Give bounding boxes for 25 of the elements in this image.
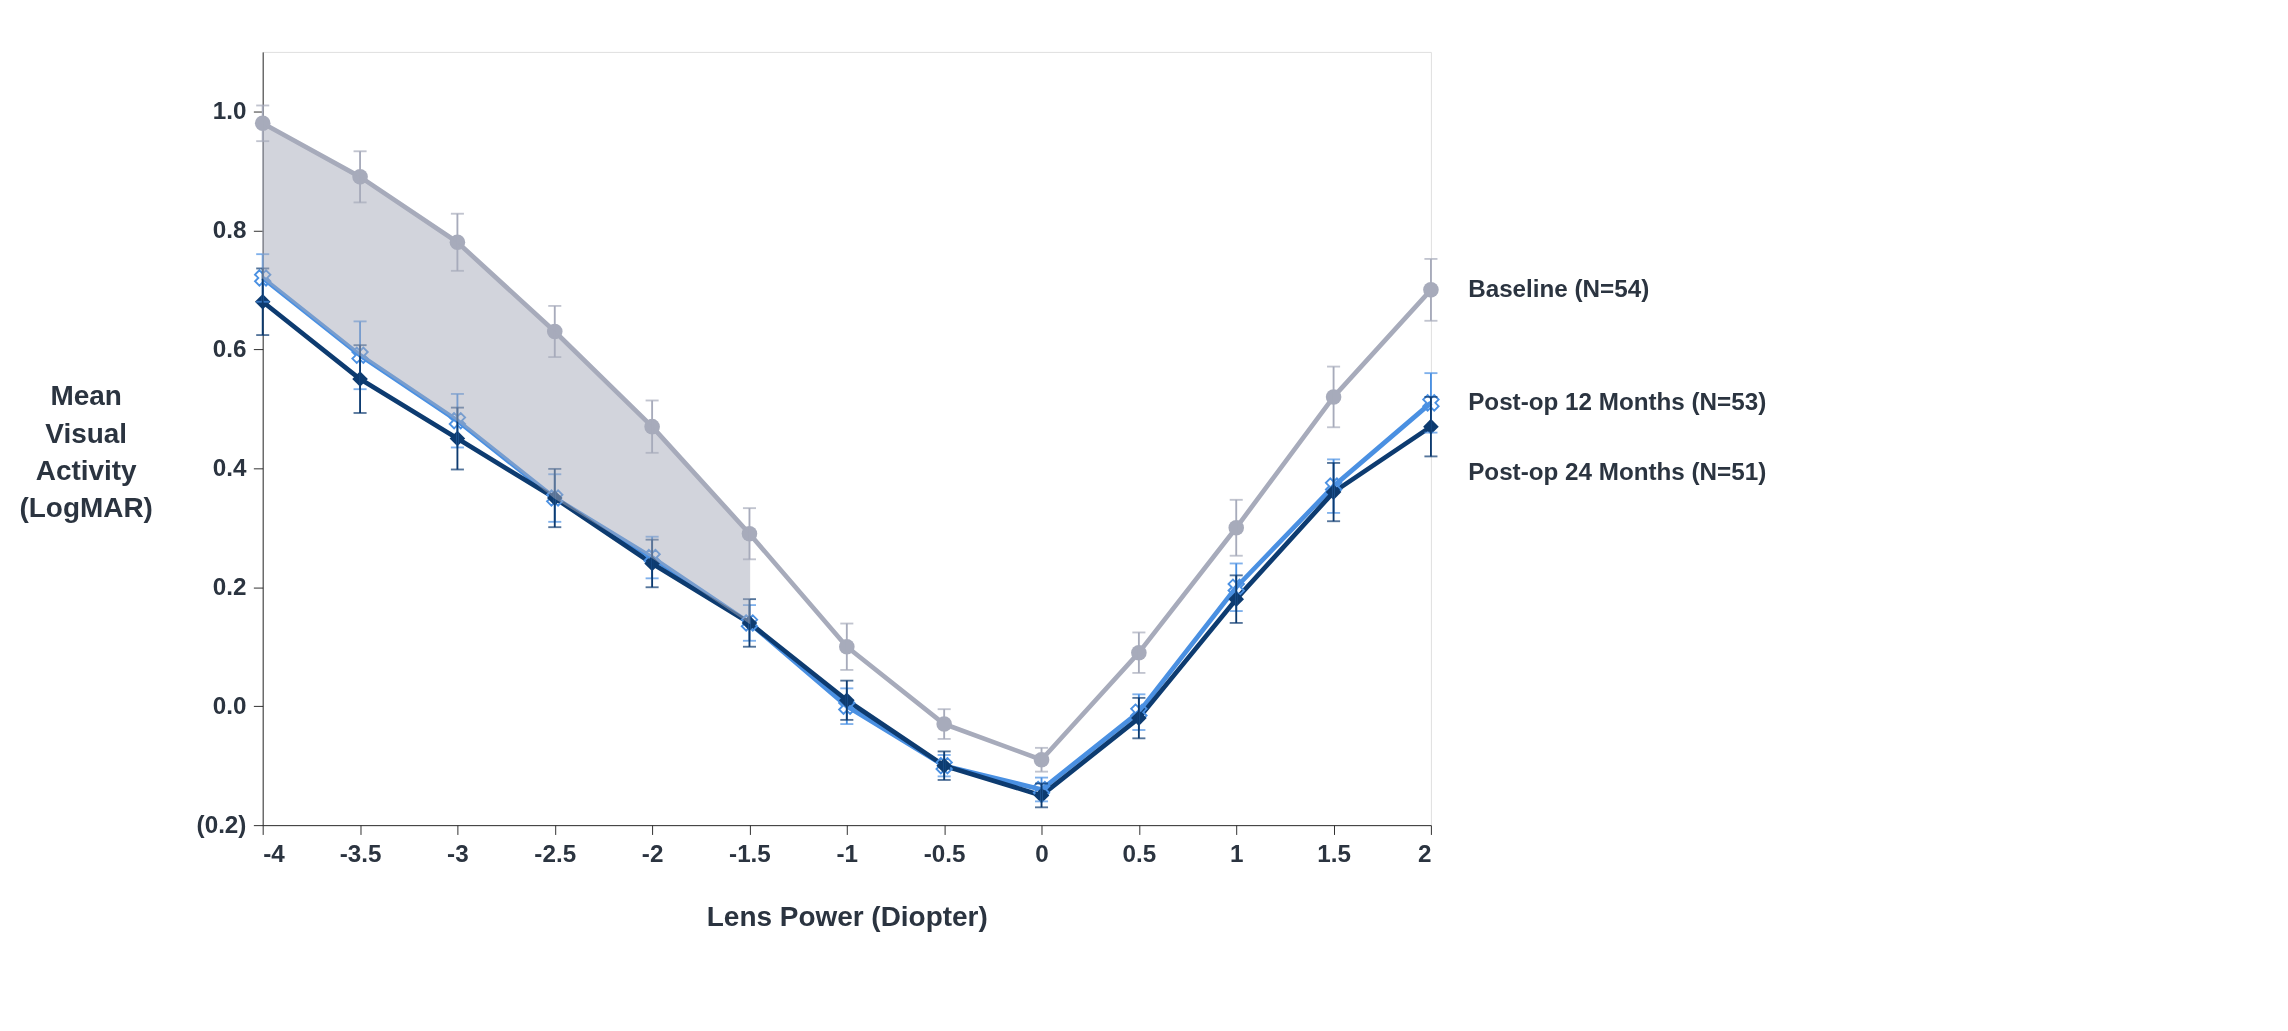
x-tick-label: -0.5 bbox=[923, 839, 966, 867]
x-tick-label: 1.5 bbox=[1317, 839, 1351, 867]
y-axis-title: Mean Visual Activity (LogMAR) bbox=[19, 380, 153, 524]
x-tick-label: 1 bbox=[1229, 839, 1244, 867]
x-tick-label: -2 bbox=[641, 839, 664, 867]
series-label: Post-op 24 Months (N=51) bbox=[1468, 457, 1767, 485]
x-axis-title: Lens Power (Diopter) bbox=[706, 901, 988, 933]
y-tick-label: 0.8 bbox=[212, 216, 247, 244]
series-label: Post-op 12 Months (N=53) bbox=[1468, 388, 1767, 416]
y-tick-label: 0.0 bbox=[212, 692, 247, 720]
y-tick-label: 0.4 bbox=[212, 454, 247, 482]
series-label: Baseline (N=54) bbox=[1468, 275, 1650, 303]
x-tick-label: -3 bbox=[447, 839, 469, 867]
x-tick-label: 2 bbox=[1417, 839, 1432, 867]
x-tick-label: 0.5 bbox=[1122, 839, 1157, 867]
x-tick-label: -3.5 bbox=[339, 839, 382, 867]
x-tick-label: -4 bbox=[263, 839, 286, 867]
x-tick-label: 0 bbox=[1035, 839, 1049, 867]
y-tick-label: 0.2 bbox=[212, 573, 247, 601]
y-tick-label: 0.6 bbox=[212, 335, 247, 363]
y-tick-label: (0.2) bbox=[196, 811, 247, 839]
x-tick-label: -1.5 bbox=[729, 839, 771, 867]
x-tick-label: -2.5 bbox=[534, 839, 577, 867]
x-tick-label: -1 bbox=[836, 839, 859, 867]
y-tick-label: 1.0 bbox=[212, 97, 247, 125]
